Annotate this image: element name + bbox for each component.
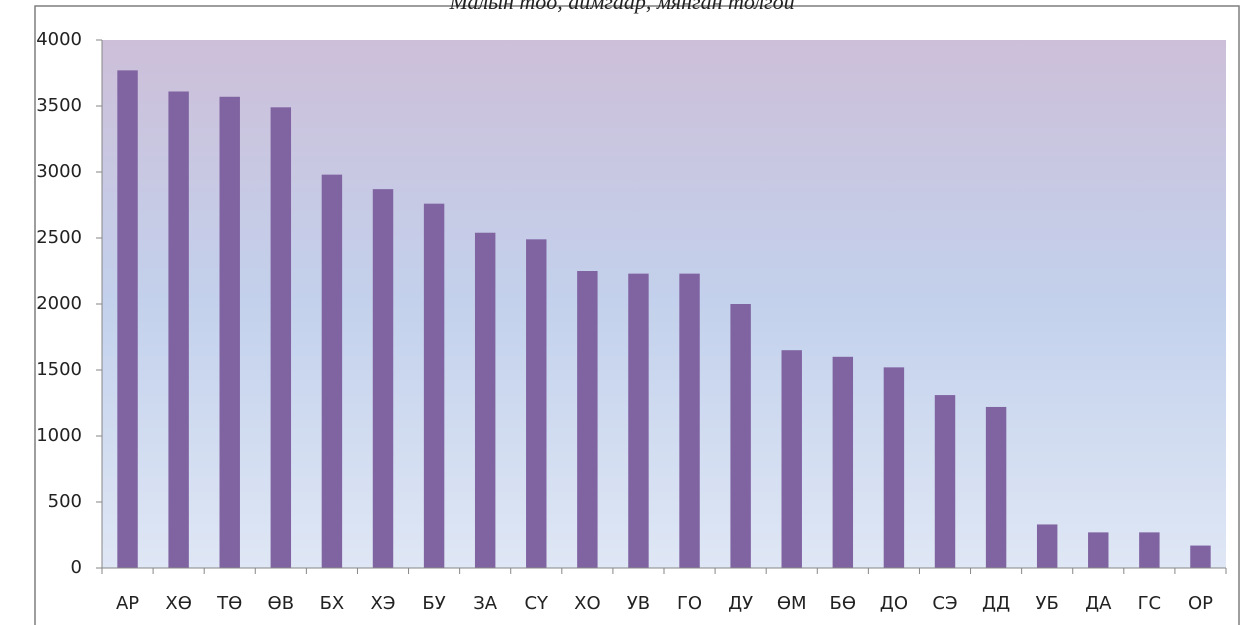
- y-tick-label: 1500: [36, 359, 82, 380]
- x-tick-label: ДД: [982, 593, 1010, 614]
- bar: [781, 350, 802, 568]
- x-tick-label: БУ: [422, 593, 445, 614]
- x-tick-label: ХЭ: [371, 593, 396, 614]
- bar: [628, 273, 649, 568]
- bar: [1036, 524, 1058, 568]
- y-tick-label: 1000: [36, 425, 82, 446]
- x-tick-label: ГС: [1138, 593, 1162, 614]
- x-tick-label: ЗА: [473, 593, 498, 614]
- bar: [321, 174, 343, 568]
- bar: [985, 406, 1007, 568]
- x-tick-label: БӨ: [830, 593, 857, 614]
- x-tick-label: ӨМ: [777, 593, 807, 614]
- x-tick-label: ДА: [1085, 593, 1112, 614]
- x-tick-label: СЭ: [932, 593, 957, 614]
- bar: [1190, 545, 1211, 568]
- x-tick-label: ТӨ: [216, 593, 242, 614]
- bar: [730, 304, 751, 568]
- y-tick-label: 0: [71, 557, 82, 578]
- y-tick-label: 2000: [36, 293, 82, 314]
- x-tick-label: ДУ: [728, 593, 753, 614]
- x-tick-label: ХО: [574, 593, 601, 614]
- x-tick-label: ӨВ: [268, 593, 295, 614]
- y-tick-label: 500: [48, 491, 82, 512]
- x-tick-label: ХӨ: [165, 593, 192, 614]
- bar: [934, 395, 956, 568]
- bar: [372, 189, 394, 568]
- x-tick-label: ГО: [677, 593, 702, 614]
- y-tick-label: 3000: [36, 161, 82, 182]
- bar: [423, 203, 445, 568]
- bar: [117, 70, 138, 569]
- chart-title: Малын тоо, аймгаар, мянган толгой: [448, 0, 794, 14]
- bar: [474, 232, 496, 568]
- bar: [883, 367, 905, 568]
- x-tick-label: СҮ: [524, 593, 549, 614]
- x-tick-label: ДО: [880, 593, 908, 614]
- x-tick-label: АР: [116, 593, 139, 614]
- bar: [168, 91, 189, 568]
- x-tick-label: УБ: [1036, 593, 1059, 614]
- x-tick-label: УВ: [627, 593, 650, 614]
- bar: [1139, 532, 1160, 568]
- bar: [526, 239, 547, 568]
- bar: [832, 356, 854, 568]
- bar: [577, 271, 598, 568]
- y-tick-label: 4000: [36, 29, 82, 50]
- y-tick-label: 3500: [36, 95, 82, 116]
- bar: [1088, 532, 1109, 568]
- y-tick-label: 2500: [36, 227, 82, 248]
- x-tick-label: ОР: [1188, 593, 1213, 614]
- bar: [679, 273, 700, 568]
- x-tick-label: БХ: [320, 593, 345, 614]
- bar: [219, 96, 240, 568]
- bar: [270, 107, 292, 568]
